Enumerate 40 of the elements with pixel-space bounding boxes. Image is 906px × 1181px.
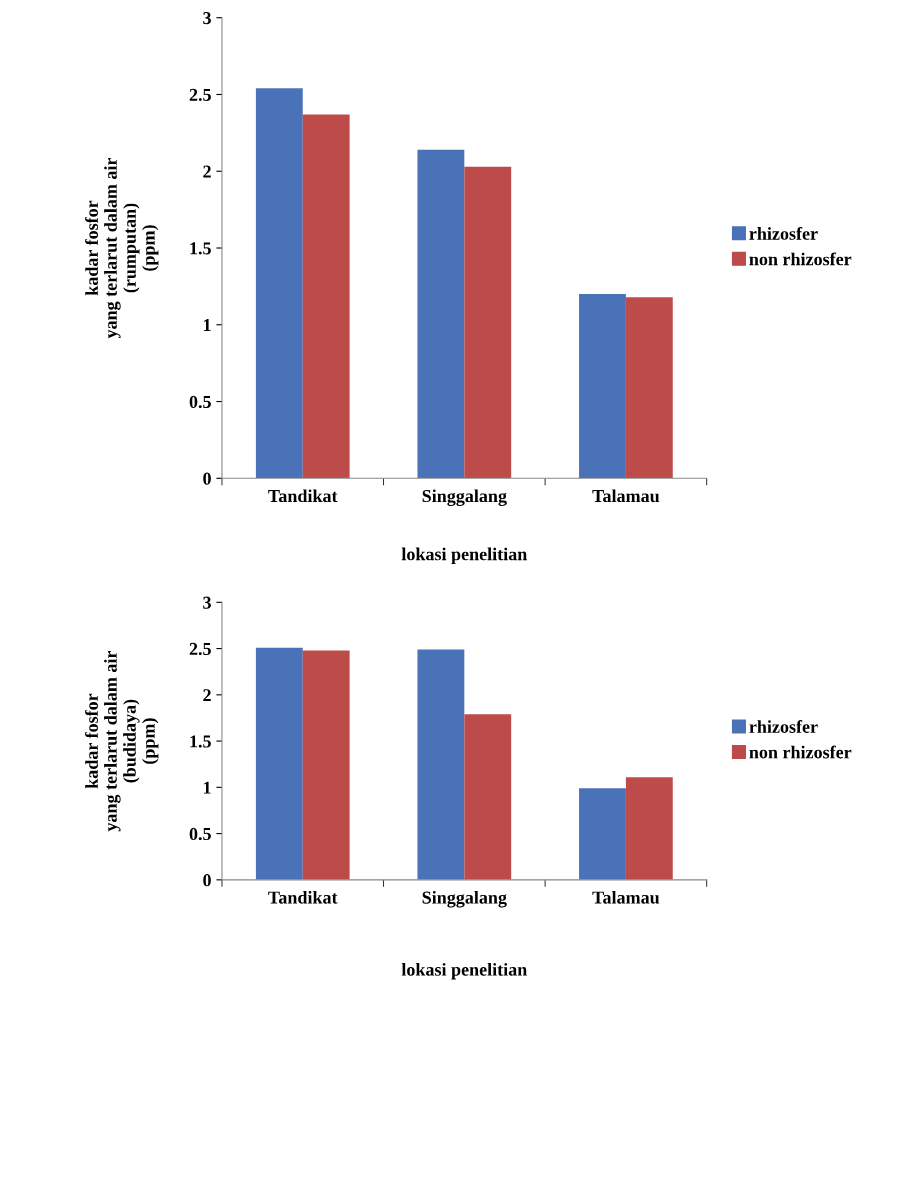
bar — [464, 166, 512, 479]
y-tick-label: 2 — [203, 689, 211, 702]
legend-label: rhizosfer — [749, 226, 818, 240]
y-tick-label: 2 — [203, 165, 211, 178]
bar — [464, 714, 512, 880]
x-tick-label: Singgalang — [422, 489, 507, 506]
bar — [579, 788, 626, 880]
y-tick-label: 2.5 — [189, 88, 211, 101]
x-tick-label: Singgalang — [422, 890, 507, 908]
y-axis-title: kadar fosfor yang terlarut dalam air (budidaya) (ppm) — [85, 650, 159, 832]
bar — [302, 650, 350, 880]
x-tick-label: Talamau — [592, 489, 660, 503]
y-tick-label: 3 — [203, 596, 211, 609]
legend-label: non rhizosfer — [749, 252, 852, 266]
bar — [417, 149, 465, 479]
y-tick-label: 1 — [203, 319, 211, 332]
y-tick-label: 3 — [203, 12, 211, 25]
legend-label: rhizosfer — [749, 720, 818, 733]
y-tick-label: 1.5 — [190, 735, 211, 748]
bar — [255, 647, 303, 880]
bar — [417, 649, 465, 880]
y-tick-label: 1.5 — [190, 242, 211, 255]
bar — [302, 114, 350, 479]
y-tick-label: 0.5 — [189, 827, 211, 841]
y-tick-label: 1 — [203, 781, 211, 794]
bar — [625, 297, 673, 479]
bar — [255, 88, 303, 479]
bar — [579, 294, 626, 479]
x-axis-title: lokasi penelitian — [401, 963, 528, 980]
x-tick-label: Talamau — [592, 890, 660, 904]
y-tick-label: 0 — [203, 874, 211, 887]
bar — [625, 777, 673, 880]
x-tick-label: Tandikat — [268, 489, 338, 503]
y-axis-title: kadar fosfor yang terlarut dalam air (rumputan) (ppm) — [85, 157, 159, 339]
y-tick-label: 2.5 — [189, 642, 211, 656]
x-axis-title: lokasi penelitian — [401, 547, 528, 564]
legend-label: non rhizosfer — [749, 745, 852, 759]
x-tick-label: Tandikat — [268, 890, 338, 904]
y-tick-label: 0.5 — [189, 395, 211, 409]
y-tick-label: 0 — [203, 472, 211, 485]
